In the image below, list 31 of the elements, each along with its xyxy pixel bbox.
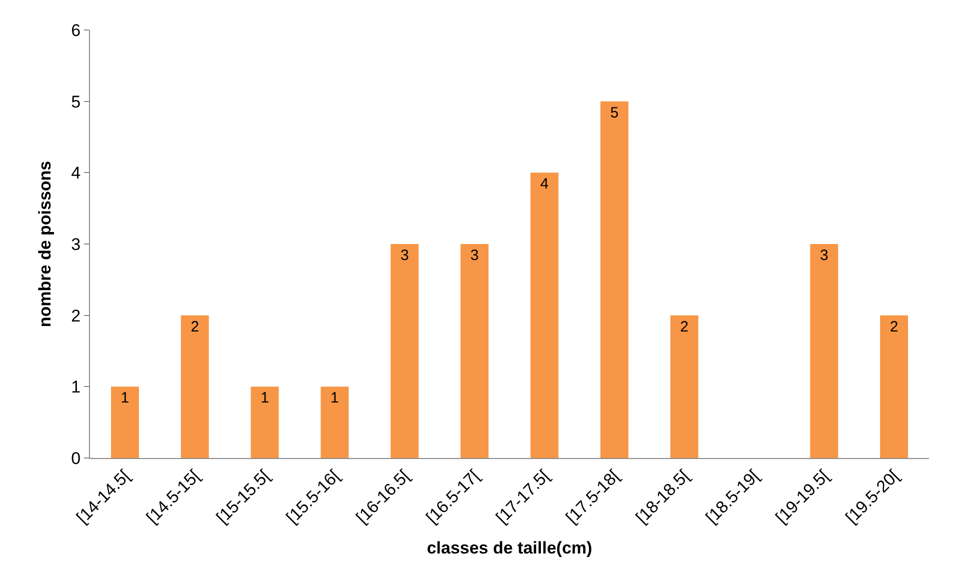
bar xyxy=(390,244,419,458)
bar xyxy=(460,244,489,458)
y-tick-label: 0 xyxy=(71,448,81,468)
data-label: 3 xyxy=(820,247,828,264)
bar xyxy=(880,315,908,458)
bar xyxy=(250,386,279,458)
y-tick-label: 1 xyxy=(71,378,81,397)
data-label: 3 xyxy=(470,247,479,264)
data-label: 1 xyxy=(330,390,339,407)
data-label: 1 xyxy=(260,390,269,407)
data-label: 3 xyxy=(400,247,409,264)
y-tick-label: 3 xyxy=(71,234,81,254)
data-label: 2 xyxy=(890,318,898,336)
y-tick-label: 4 xyxy=(71,164,81,183)
bar xyxy=(530,172,558,458)
bar xyxy=(810,244,838,458)
bar xyxy=(670,315,698,458)
bar xyxy=(180,315,209,458)
x-axis-title: classes de taille(cm) xyxy=(426,538,592,558)
y-tick-label: 6 xyxy=(71,20,81,40)
bar xyxy=(600,101,628,458)
data-label: 5 xyxy=(610,104,619,122)
y-tick-label: 2 xyxy=(71,306,81,326)
bar xyxy=(320,386,349,458)
y-tick-label: 5 xyxy=(71,92,81,112)
data-label: 1 xyxy=(120,390,130,407)
data-label: 2 xyxy=(190,318,200,336)
data-label: 2 xyxy=(680,318,688,336)
y-axis-title: nombre de poissons xyxy=(36,160,55,328)
bar xyxy=(110,386,139,458)
data-label: 4 xyxy=(540,176,549,193)
